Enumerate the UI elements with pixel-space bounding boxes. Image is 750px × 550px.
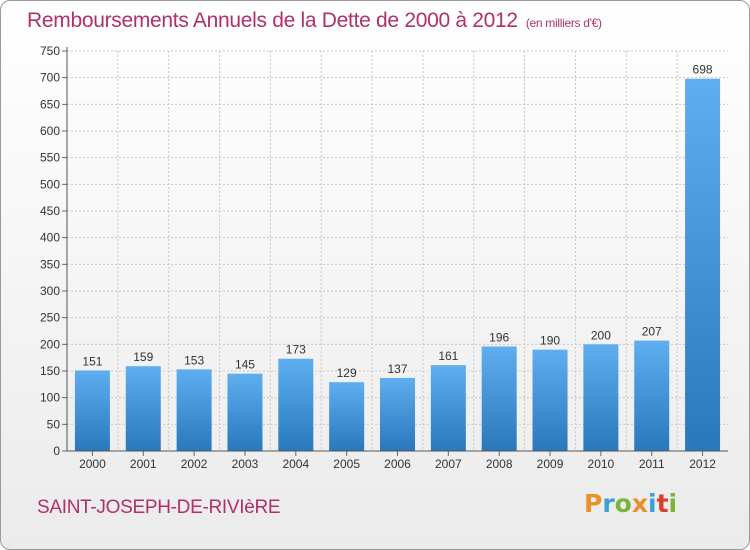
data-label: 161 [438, 349, 458, 363]
chart-title: Remboursements Annuels de la Dette de 20… [27, 9, 602, 33]
logo-letter: r [602, 489, 615, 518]
bar-2004 [278, 358, 314, 451]
data-label: 698 [693, 63, 713, 77]
bar-2011 [634, 340, 670, 451]
y-tick-label: 250 [40, 311, 60, 325]
data-label: 151 [82, 354, 102, 368]
bar-2006 [380, 377, 415, 451]
x-tick-label: 2005 [333, 457, 360, 471]
logo-letter: o [614, 489, 632, 518]
y-tick-label: 400 [40, 231, 60, 245]
data-label: 137 [387, 362, 407, 376]
bar-2009 [532, 349, 568, 451]
y-tick-label: 50 [47, 417, 61, 431]
labels: 0 50 100 150 200 250 300 350 400 450 500 550 600 650 7… [40, 44, 716, 471]
bar-2012 [685, 78, 721, 451]
bar-2005 [329, 382, 365, 451]
data-label: 173 [286, 343, 306, 357]
data-label: 207 [642, 325, 662, 339]
bar-2002 [176, 369, 212, 451]
data-label: 190 [540, 334, 560, 348]
logo-letter: x [631, 489, 648, 518]
bar-2008 [481, 346, 517, 451]
bar-2001 [125, 366, 161, 451]
grid-lines [67, 50, 728, 451]
x-tick-label: 2012 [689, 457, 716, 471]
data-label: 129 [337, 366, 357, 380]
data-label: 159 [133, 350, 153, 364]
x-tick-label: 2001 [130, 457, 157, 471]
proxiti-logo: Proxiti [584, 489, 677, 518]
axes [62, 47, 728, 456]
x-tick-label: 2009 [537, 457, 564, 471]
y-tick-label: 650 [40, 97, 60, 111]
data-label: 153 [184, 353, 204, 367]
y-tick-label: 500 [40, 177, 60, 191]
y-tick-label: 750 [40, 44, 60, 58]
logo-letter: t [656, 489, 669, 518]
logo-letter: i [648, 489, 657, 518]
x-tick-label: 2008 [486, 457, 513, 471]
logo-letter: i [668, 489, 678, 518]
x-tick-label: 2002 [181, 457, 208, 471]
bar-2010 [583, 344, 619, 451]
y-tick-label: 350 [40, 257, 60, 271]
bar-2000 [74, 370, 110, 451]
y-tick-label: 0 [53, 444, 60, 458]
x-tick-label: 2010 [588, 457, 615, 471]
y-tick-label: 450 [40, 204, 60, 218]
chart-title-text: Remboursements Annuels de la Dette de 20… [27, 9, 518, 32]
y-tick-label: 600 [40, 124, 60, 138]
y-tick-label: 300 [40, 284, 60, 298]
x-tick-label: 2007 [435, 457, 462, 471]
bar-2003 [227, 373, 263, 451]
logo-letter: P [584, 489, 603, 518]
x-tick-label: 2000 [79, 457, 106, 471]
y-tick-label: 700 [40, 71, 60, 85]
bar-2007 [430, 365, 466, 451]
chart-unit-label: (en milliers d'€) [525, 16, 602, 30]
x-tick-label: 2006 [384, 457, 411, 471]
data-label: 145 [235, 358, 255, 372]
commune-name: SAINT-JOSEPH-DE-RIVIèRE [37, 497, 281, 518]
x-tick-label: 2011 [639, 457, 665, 471]
y-tick-label: 100 [40, 391, 60, 405]
bars [74, 78, 721, 451]
y-tick-label: 550 [40, 151, 60, 165]
y-tick-label: 200 [40, 337, 60, 351]
x-tick-label: 2004 [282, 457, 309, 471]
data-label: 200 [591, 328, 611, 342]
data-label: 196 [489, 330, 509, 344]
x-tick-label: 2003 [232, 457, 259, 471]
y-tick-label: 150 [40, 364, 60, 378]
